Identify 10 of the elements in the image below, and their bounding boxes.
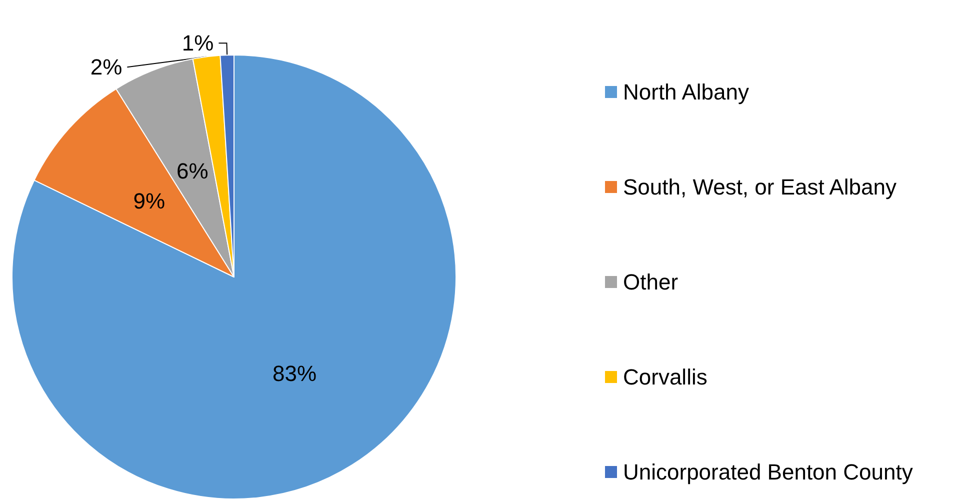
data-label: 6% [176,158,208,184]
data-label: 83% [272,361,317,386]
legend-label: Unicorporated Benton County [623,460,913,484]
data-label: 2% [90,54,122,80]
legend-label: South, West, or East Albany [623,174,897,200]
data-label: 1% [182,30,214,56]
data-label: 9% [133,188,166,214]
legend-label: Other [623,270,678,294]
legend-label: Corvallis [623,364,708,390]
legend-label: North Albany [623,80,749,104]
